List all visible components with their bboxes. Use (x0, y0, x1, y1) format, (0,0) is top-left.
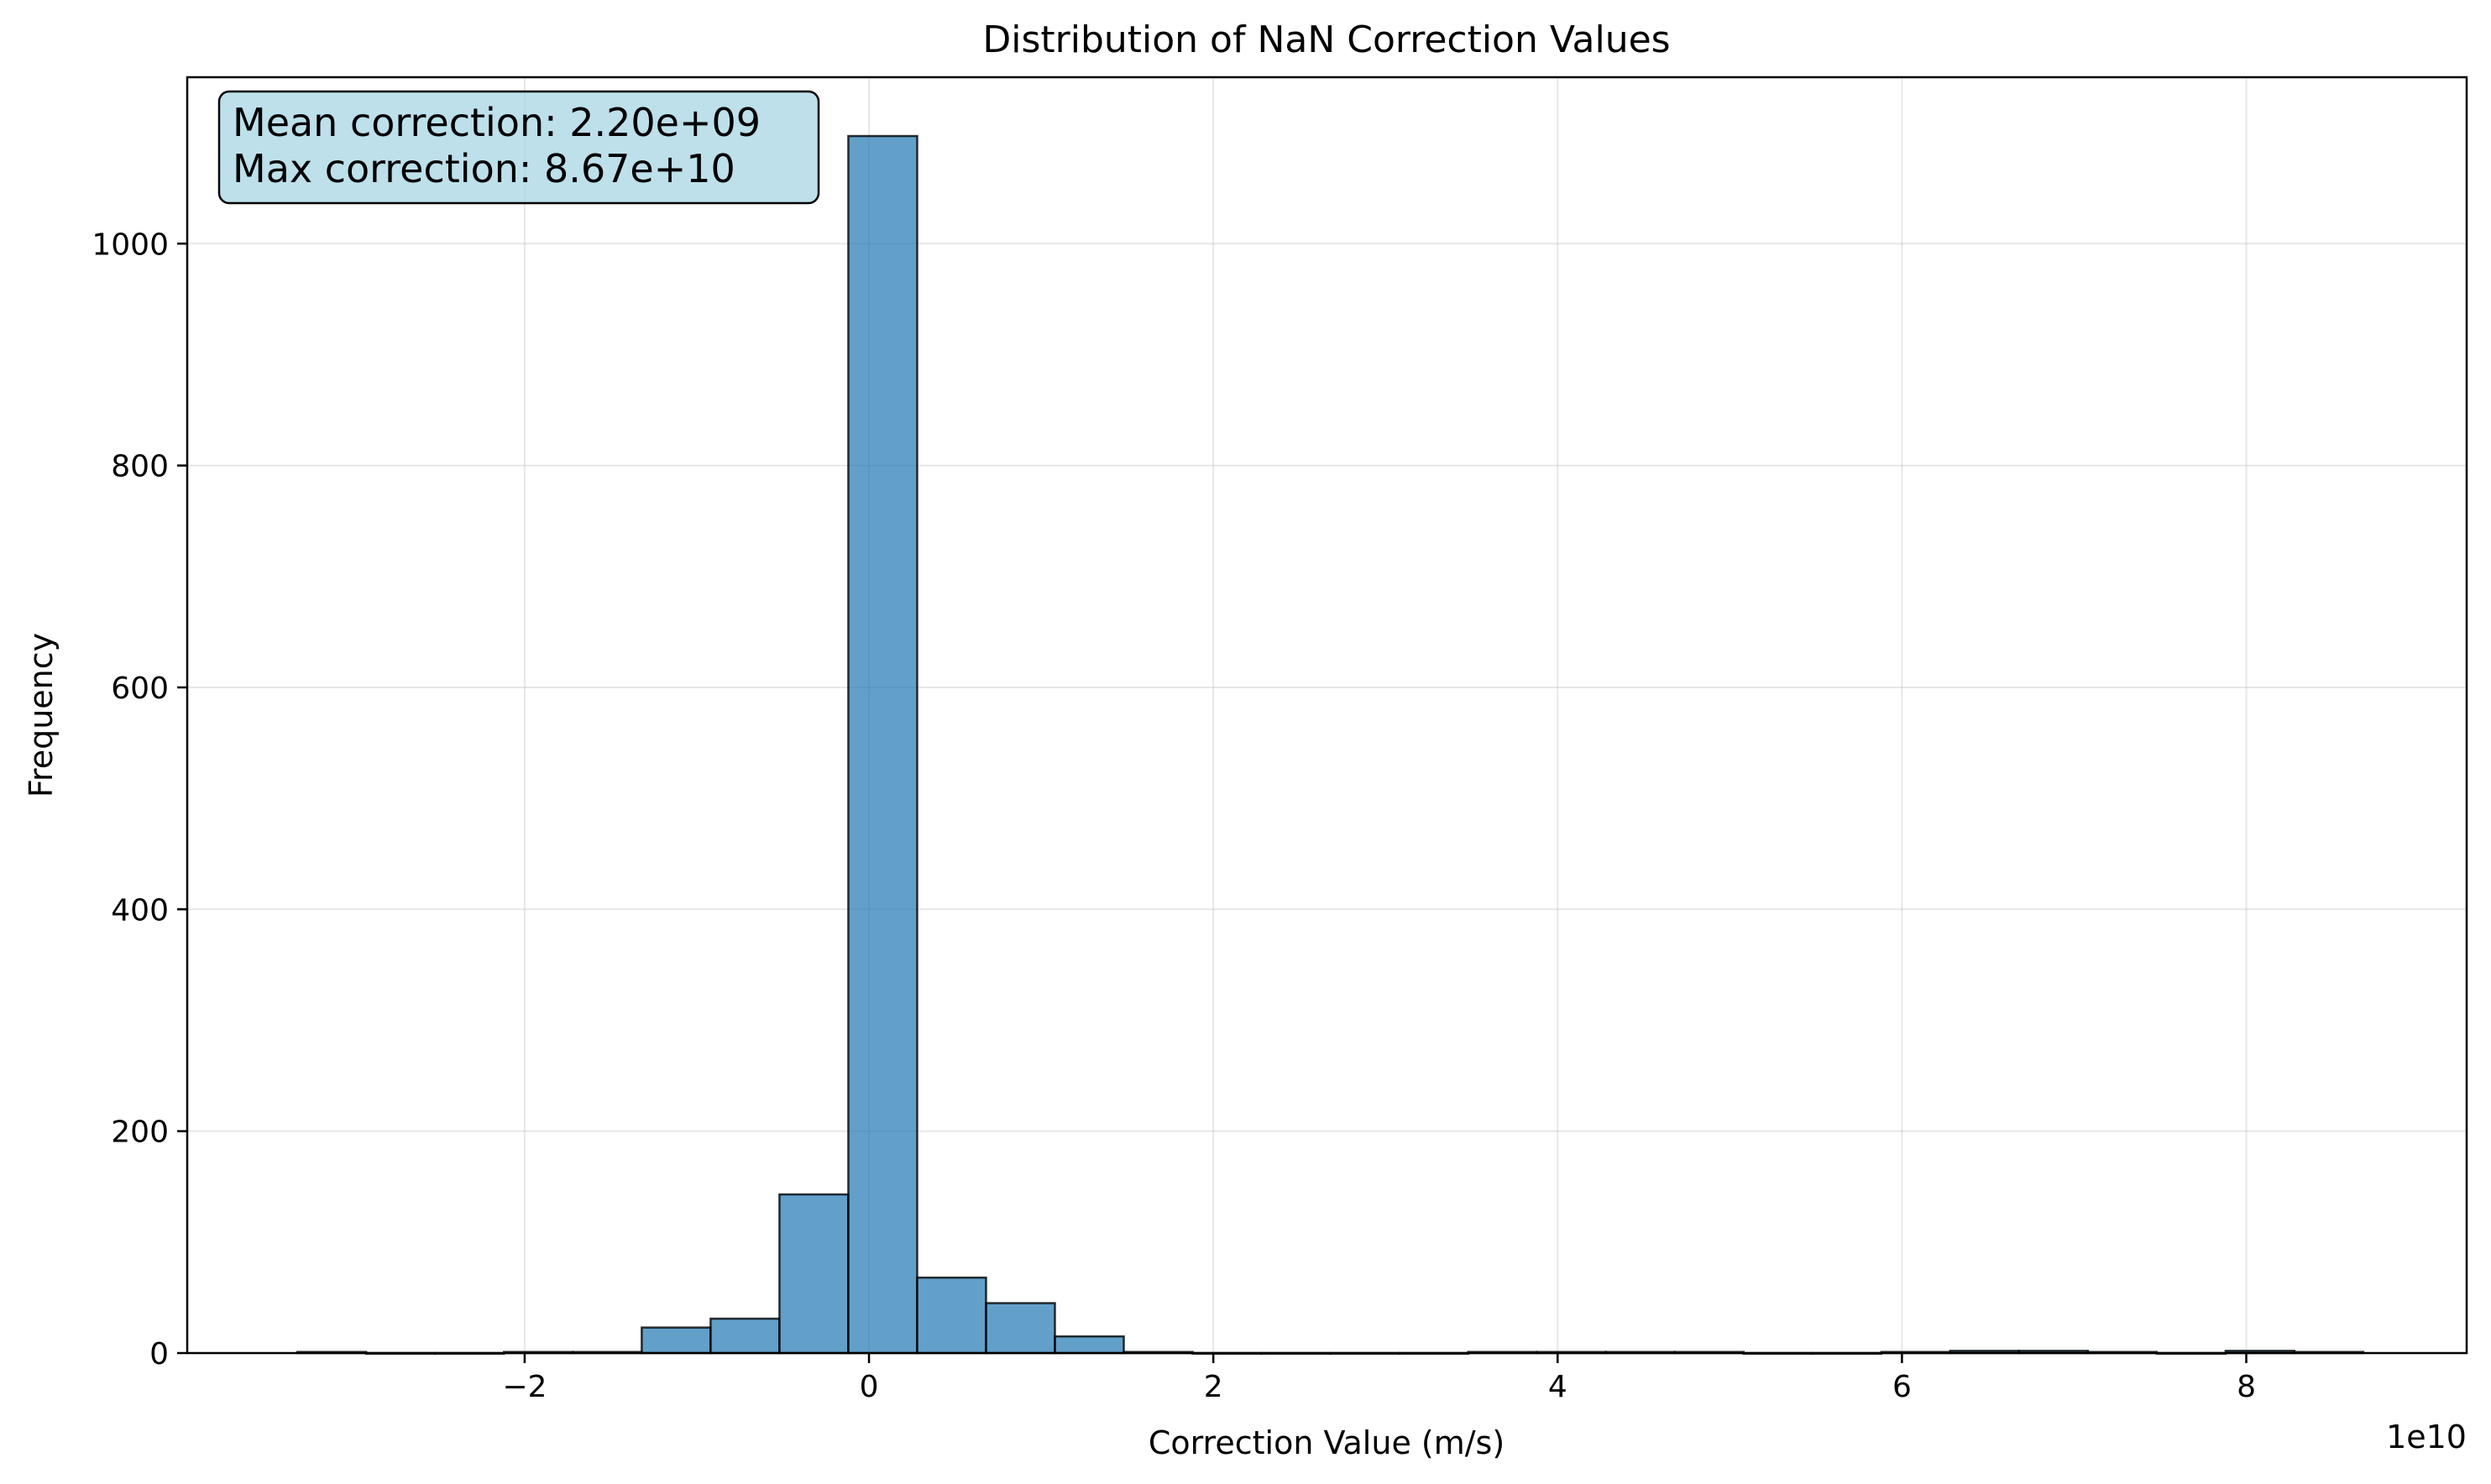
y-tick-label: 1000 (92, 227, 169, 262)
x-axis-ticks: −2 0 2 4 6 8 (502, 1353, 2256, 1404)
stats-annotation: Mean correction: 2.20e+09 Max correction… (217, 90, 820, 205)
x-tick-label: 4 (1548, 1370, 1567, 1404)
y-tick-label: 0 (149, 1337, 169, 1372)
x-tick-label: 2 (1204, 1370, 1223, 1404)
chart-title: Distribution of NaN Correction Values (982, 18, 1670, 61)
y-axis-label: Frequency (23, 633, 60, 797)
plot-frame (186, 76, 2468, 1355)
y-tick-label: 600 (111, 671, 169, 706)
x-tick-label: 0 (860, 1370, 879, 1404)
y-tick-label: 400 (111, 893, 169, 928)
histogram-bar (916, 1276, 987, 1355)
annotation-mean: Mean correction: 2.20e+09 (233, 100, 761, 145)
histogram-bar (1054, 1335, 1125, 1355)
x-tick-label: 8 (2237, 1370, 2256, 1404)
x-tick-label: −2 (502, 1370, 547, 1404)
x-axis-offset-label: 1e10 (2386, 1419, 2467, 1455)
annotation-max: Max correction: 8.67e+10 (233, 146, 735, 191)
histogram-bar (641, 1326, 712, 1355)
x-tick-label: 6 (1892, 1370, 1912, 1404)
y-tick-label: 200 (111, 1116, 169, 1150)
y-tick-label: 800 (111, 450, 169, 484)
histogram-bars (296, 134, 2365, 1356)
annotation-box (217, 90, 820, 205)
x-axis-label: Correction Value (m/s) (1149, 1424, 1505, 1461)
histogram-bar (778, 1193, 850, 1355)
y-axis-ticks: 0 200 400 600 800 1000 (92, 227, 187, 1372)
histogram-bar (985, 1302, 1056, 1355)
histogram-bar (709, 1317, 781, 1355)
histogram-bar (847, 134, 918, 1355)
